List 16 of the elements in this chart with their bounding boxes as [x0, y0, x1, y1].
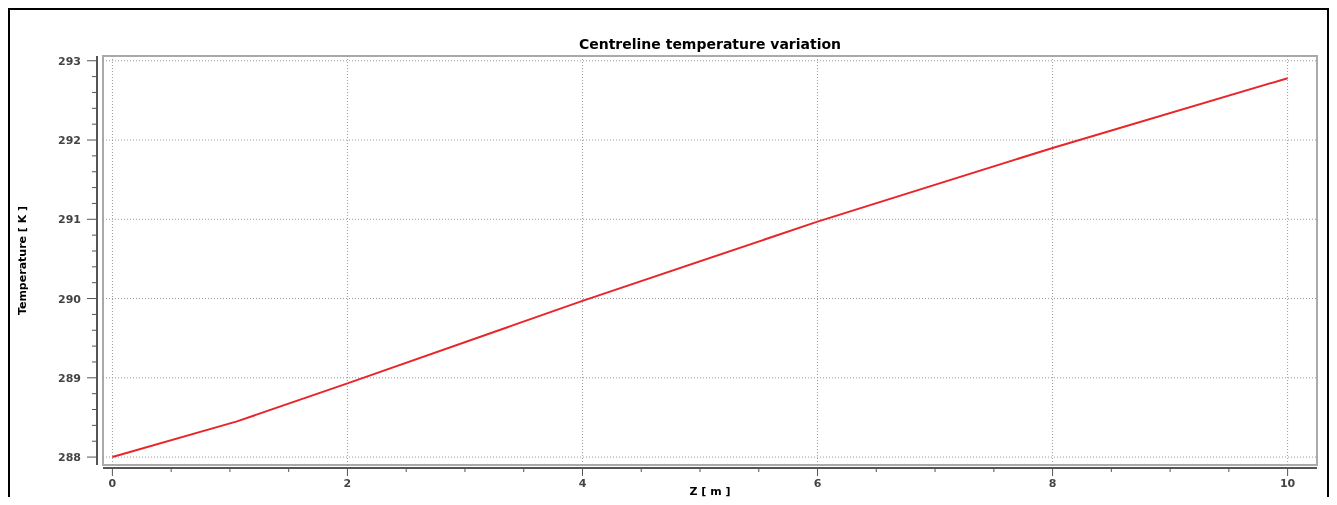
x-tick-label: 6	[813, 477, 822, 490]
x-tick-label: 0	[108, 477, 117, 490]
y-tick-label: 291	[58, 213, 81, 227]
x-tick-label: 4	[578, 477, 587, 490]
y-tick-label: 290	[58, 292, 82, 306]
x-axis-title: Z [ m ]	[689, 485, 731, 498]
x-tick-label: 10	[1279, 477, 1296, 490]
chart-title: Centreline temperature variation	[578, 36, 842, 52]
y-tick-label: 288	[58, 451, 81, 465]
line-series	[111, 77, 1289, 459]
x-tick-label: 8	[1048, 477, 1057, 490]
x-tick-label: 2	[343, 477, 352, 490]
y-tick-label: 289	[58, 371, 81, 385]
y-tick-label: 293	[58, 54, 81, 68]
y-tick-label: 292	[58, 134, 81, 148]
y-axis-title: Temperature [ K ]	[16, 205, 29, 316]
